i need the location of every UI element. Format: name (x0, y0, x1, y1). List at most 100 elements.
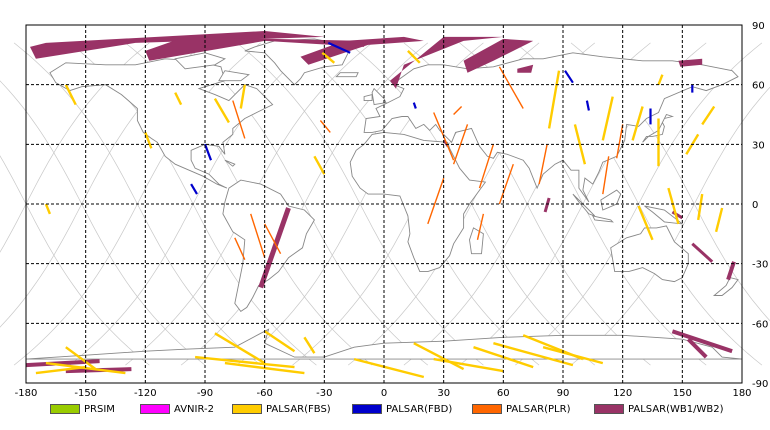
legend-label: PALSAR(FBS) (266, 404, 331, 415)
swath-segment (65, 346, 97, 371)
swath-segment (264, 330, 296, 353)
coastline (572, 193, 596, 217)
swath-segment (601, 96, 614, 141)
x-tick-label: 60 (497, 388, 510, 399)
legend-label: AVNIR-2 (174, 404, 214, 415)
coastline (469, 227, 484, 255)
swath-segment (313, 155, 326, 175)
swath-segment (671, 329, 733, 354)
observation-swaths (25, 31, 736, 379)
legend-swatch (472, 404, 502, 414)
swath-segment (667, 187, 680, 225)
swath-segment (64, 84, 77, 106)
x-tick-label: -120 (134, 388, 157, 399)
swath-segment (564, 70, 574, 84)
x-tick-label: -150 (74, 388, 97, 399)
swath-segment (213, 97, 230, 124)
graticule (26, 25, 742, 383)
swath-segment (573, 124, 587, 165)
swath-segment (547, 70, 561, 129)
coastline (49, 58, 274, 189)
y-tick-label: 60 (752, 81, 765, 92)
coastlines (25, 38, 743, 360)
coastline (591, 215, 614, 223)
x-tick-labels: -180 -150 -120 -90 -60 -30 0 30 60 90 12… (15, 388, 752, 399)
y-tick-label: -90 (752, 379, 768, 390)
swath-segment (453, 106, 463, 115)
swath-segment (232, 100, 246, 139)
coastline (335, 72, 359, 78)
y-tick-label: -60 (752, 319, 768, 330)
swath-segment (602, 156, 610, 195)
swath-segment (701, 105, 716, 126)
swath-segment (427, 177, 445, 225)
legend-label: PALSAR(FBD) (386, 404, 453, 415)
coastline (600, 189, 622, 211)
coastline (712, 277, 739, 296)
swath-segment (691, 242, 714, 263)
swath-segment (258, 207, 291, 289)
swath-segment (234, 237, 246, 260)
swath-segment (657, 74, 664, 86)
swath-segment (412, 102, 417, 109)
coverage-map: -180 -150 -120 -90 -60 -30 0 30 60 90 12… (0, 21, 770, 399)
legend-swatch (50, 404, 80, 414)
legend-swatch (594, 404, 624, 414)
swath-segment (194, 355, 295, 369)
swath-segment (726, 261, 736, 281)
y-tick-label: -30 (752, 260, 768, 271)
legend-swatch (232, 404, 262, 414)
legend-swatch (352, 404, 382, 414)
swath-segment (476, 213, 485, 240)
swath-segment (538, 144, 548, 185)
swath-segment (190, 183, 198, 195)
swath-segment (239, 84, 246, 109)
swath-wb (517, 64, 534, 73)
x-tick-label: -90 (197, 388, 213, 399)
swath-segment (321, 51, 336, 64)
legend-label: PALSAR(PLR) (506, 404, 571, 415)
swath-segment (714, 207, 724, 233)
swath-segment (319, 120, 331, 133)
swath-segment (433, 357, 504, 373)
swath-wb (30, 31, 325, 59)
swath-segment (35, 365, 86, 375)
swath-segment (498, 163, 514, 205)
swath-segment (493, 342, 574, 367)
swath-segment (542, 346, 604, 365)
swath-segment (264, 223, 282, 255)
y-tick-label: 0 (752, 200, 758, 211)
swath-segment (144, 131, 153, 149)
coastline (642, 113, 675, 143)
x-tick-label: 150 (673, 388, 692, 399)
swath-segment (203, 143, 213, 161)
x-tick-label: -180 (15, 388, 38, 399)
swath-segment (44, 203, 52, 215)
swath-segment (214, 332, 266, 365)
coastline (218, 70, 250, 82)
swath-segment (686, 337, 708, 359)
coastline (363, 52, 739, 203)
x-tick-label: -30 (316, 388, 332, 399)
y-tick-label: 90 (752, 21, 765, 32)
swath-segment (353, 357, 425, 379)
swath-segment (303, 336, 316, 354)
swath-wb (678, 58, 703, 67)
swath-segment (543, 197, 551, 213)
swath-wb (390, 36, 504, 89)
swath-wb (300, 36, 424, 65)
swath-segment (413, 342, 465, 371)
x-tick-label: 90 (557, 388, 570, 399)
x-tick-label: 180 (732, 388, 751, 399)
coastline (644, 205, 684, 225)
swath-segment (224, 361, 305, 375)
swath-segment (327, 41, 351, 54)
x-tick-label: 120 (613, 388, 632, 399)
legend: PRSIM AVNIR-2 PALSAR(FBS) PALSAR(FBD) PA… (0, 400, 770, 422)
swath-wb (463, 38, 534, 73)
coastline (174, 52, 227, 70)
x-tick-label: 30 (437, 388, 450, 399)
swath-segment (452, 124, 469, 165)
swath-segment (407, 50, 421, 64)
legend-label: PRSIM (84, 404, 115, 415)
